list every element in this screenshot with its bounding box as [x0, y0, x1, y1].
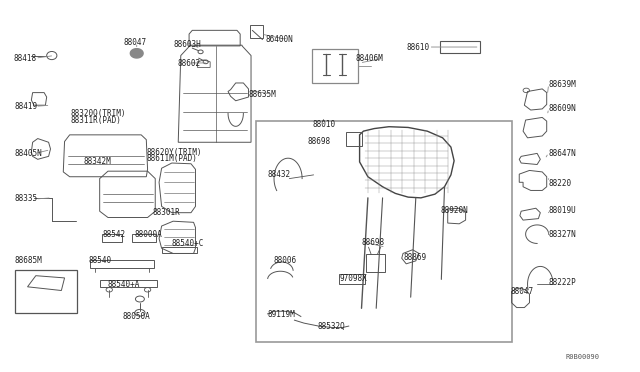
- Text: 86400N: 86400N: [266, 35, 294, 44]
- Text: 88532Q: 88532Q: [317, 322, 345, 331]
- Text: 88540: 88540: [89, 256, 112, 265]
- Bar: [339, 274, 365, 284]
- Text: 88602: 88602: [177, 59, 201, 68]
- Text: 88000A: 88000A: [135, 230, 163, 240]
- Text: 88620Y(TRIM): 88620Y(TRIM): [147, 148, 202, 157]
- Text: 88006: 88006: [273, 256, 296, 265]
- Text: 88220: 88220: [548, 179, 572, 187]
- Bar: [440, 41, 479, 52]
- Text: 88010: 88010: [312, 120, 335, 129]
- Text: 88327N: 88327N: [548, 230, 577, 240]
- Bar: [312, 49, 358, 83]
- Text: 88685M: 88685M: [15, 256, 42, 265]
- Text: 88050A: 88050A: [122, 312, 150, 321]
- Text: 88540+C: 88540+C: [172, 239, 204, 248]
- Text: 88311R(PAD): 88311R(PAD): [71, 116, 122, 125]
- Bar: [346, 132, 362, 146]
- Text: 88432: 88432: [268, 170, 291, 179]
- Text: 88639M: 88639M: [548, 80, 577, 89]
- Bar: [250, 25, 262, 38]
- Text: 88920N: 88920N: [440, 206, 468, 215]
- Text: R0B00090: R0B00090: [566, 354, 600, 360]
- Text: 89119M: 89119M: [268, 311, 296, 320]
- Text: 88320Q(TRIM): 88320Q(TRIM): [71, 109, 127, 118]
- Text: 88603H: 88603H: [173, 40, 201, 49]
- Text: 88610: 88610: [406, 42, 429, 51]
- Bar: [366, 254, 385, 272]
- Text: 88335: 88335: [15, 195, 38, 203]
- Text: 88222P: 88222P: [548, 278, 577, 287]
- Text: 88047: 88047: [510, 287, 533, 296]
- Text: 88047: 88047: [124, 38, 147, 48]
- Text: 88019U: 88019U: [548, 206, 577, 215]
- Text: 88542: 88542: [103, 230, 126, 240]
- Polygon shape: [131, 49, 143, 58]
- Text: 88869: 88869: [403, 253, 426, 262]
- Text: 88405N: 88405N: [15, 149, 42, 158]
- Text: 88342M: 88342M: [84, 157, 111, 166]
- Bar: [162, 247, 196, 253]
- Text: 88406M: 88406M: [355, 54, 383, 62]
- Bar: [102, 234, 122, 242]
- Text: 88698: 88698: [307, 137, 330, 146]
- Text: 88419: 88419: [15, 102, 38, 111]
- Text: 97098X: 97098X: [339, 274, 367, 283]
- Bar: [90, 260, 154, 267]
- Text: 88540+A: 88540+A: [108, 280, 140, 289]
- Text: 88647N: 88647N: [548, 149, 577, 158]
- Text: 88611M(PAD): 88611M(PAD): [147, 154, 197, 163]
- Bar: [100, 280, 157, 287]
- Text: 88635M: 88635M: [248, 90, 276, 99]
- Bar: [132, 234, 156, 242]
- Bar: [15, 270, 77, 313]
- Bar: [256, 121, 511, 341]
- Text: 88418: 88418: [13, 54, 36, 62]
- Text: 88301R: 88301R: [153, 208, 180, 217]
- Text: 88698: 88698: [362, 238, 385, 247]
- Text: 88609N: 88609N: [548, 105, 577, 113]
